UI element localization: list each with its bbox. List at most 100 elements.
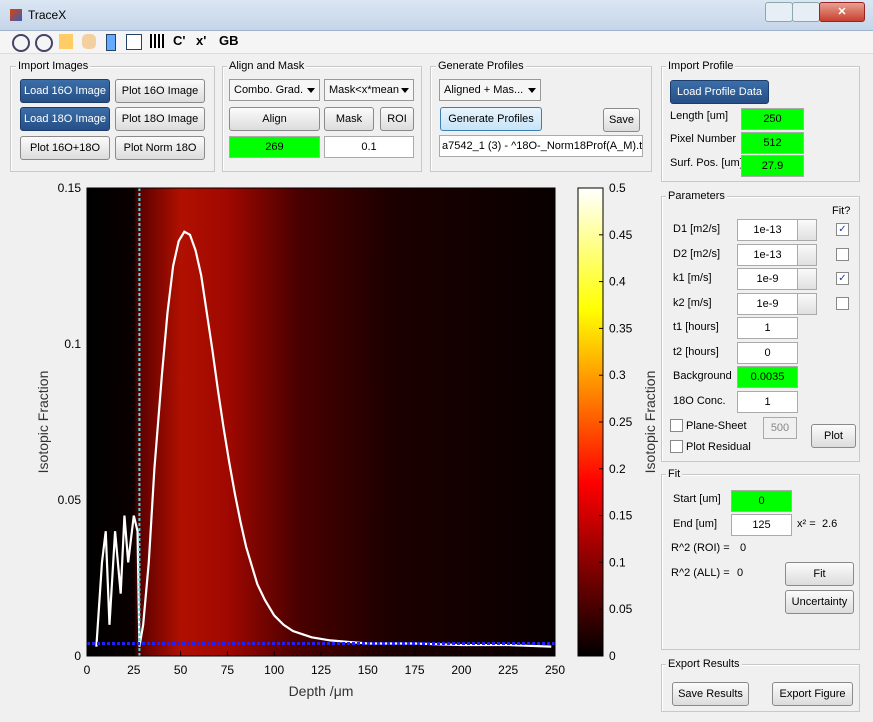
button[interactable]: Load 16O Image <box>20 79 110 103</box>
colorbar-label: Isotopic Fraction <box>642 371 658 474</box>
button[interactable]: Load 18O Image <box>20 107 110 131</box>
button[interactable]: Save <box>603 108 640 132</box>
toolbar-label[interactable]: GB <box>219 33 239 48</box>
label: R^2 (ALL) = <box>671 567 730 579</box>
spinner[interactable] <box>797 244 817 266</box>
label: R^2 (ROI) = <box>671 542 730 554</box>
maximize[interactable] <box>792 2 820 22</box>
spinner[interactable] <box>797 268 817 290</box>
label: Pixel Number <box>670 133 736 145</box>
panel-title: Align and Mask <box>227 60 306 72</box>
x-tick-label: 0 <box>84 663 91 677</box>
field[interactable]: 27.9 <box>741 155 804 177</box>
label: End [um] <box>673 518 717 530</box>
field[interactable]: a7542_1 (3) - ^18O-_Norm18Prof(A_M).t <box>439 135 643 157</box>
x-tick-label: 75 <box>221 663 235 677</box>
panel-title: Import Images <box>16 60 90 72</box>
field[interactable]: 1e-9 <box>737 293 798 315</box>
button[interactable]: ROI <box>380 107 414 131</box>
dropdown[interactable]: Mask<x*mean <box>324 79 414 101</box>
button[interactable]: Plot 16O+18O <box>20 136 110 160</box>
button[interactable]: Plot 16O Image <box>115 79 205 103</box>
x-tick-label: 150 <box>358 663 378 677</box>
colorbar-tick-label: 0.35 <box>609 321 633 335</box>
close[interactable]: ✕ <box>819 2 865 22</box>
x-tick-label: 250 <box>545 663 565 677</box>
field[interactable]: 269 <box>229 136 320 158</box>
colorbar-tool[interactable] <box>106 34 116 51</box>
button[interactable]: Plot Norm 18O <box>115 136 205 160</box>
colorbar-tick-label: 0 <box>609 649 616 663</box>
grid-tool[interactable] <box>150 34 164 48</box>
toolbar-label[interactable]: C' <box>173 33 185 48</box>
button[interactable]: Uncertainty <box>785 590 854 614</box>
field[interactable]: 1e-13 <box>737 219 798 241</box>
label: 18O Conc. <box>673 395 726 407</box>
y-tick-label: 0 <box>74 649 81 663</box>
button[interactable]: Plot <box>811 424 856 448</box>
colorbar-tick-label: 0.5 <box>609 181 626 195</box>
field[interactable]: 0.0035 <box>737 366 798 388</box>
checkbox[interactable] <box>670 419 683 432</box>
label: D1 [m2/s] <box>673 223 720 235</box>
x-tick-label: 225 <box>498 663 518 677</box>
label: k1 [m/s] <box>673 272 712 284</box>
zoom-out[interactable] <box>35 34 53 52</box>
field[interactable]: 1e-13 <box>737 244 798 266</box>
checkbox[interactable]: ✓ <box>836 223 849 236</box>
title-bar <box>0 0 873 31</box>
y-tick-label: 0.1 <box>64 337 81 351</box>
field[interactable]: 0 <box>737 342 798 364</box>
button[interactable]: Generate Profiles <box>440 107 542 131</box>
dropdown[interactable]: Aligned + Mas... <box>439 79 541 101</box>
window-title: TraceX <box>28 8 66 22</box>
field[interactable]: 0.1 <box>324 136 414 158</box>
zoom-in[interactable] <box>12 34 30 52</box>
spinner[interactable] <box>797 293 817 315</box>
x-tick-label: 125 <box>311 663 331 677</box>
field[interactable]: 125 <box>731 514 792 536</box>
checkbox[interactable] <box>836 297 849 310</box>
checkbox[interactable]: ✓ <box>836 272 849 285</box>
spinner[interactable] <box>797 219 817 241</box>
app-icon <box>10 9 22 21</box>
field[interactable]: 1 <box>737 317 798 339</box>
y-tick-label: 0.15 <box>58 181 82 195</box>
button[interactable]: Export Figure <box>772 682 853 706</box>
colorbar-tick-label: 0.25 <box>609 415 633 429</box>
colorbar-tick-label: 0.05 <box>609 602 633 616</box>
button[interactable]: Save Results <box>672 682 749 706</box>
label: t1 [hours] <box>673 321 719 333</box>
label: x² = <box>797 518 816 530</box>
dropdown[interactable]: Combo. Grad. <box>229 79 320 101</box>
pan[interactable] <box>82 34 96 49</box>
label: t2 [hours] <box>673 346 719 358</box>
field[interactable]: 250 <box>741 108 804 130</box>
colorbar-tick-label: 0.15 <box>609 509 633 523</box>
button[interactable]: Fit <box>785 562 854 586</box>
button[interactable]: Load Profile Data <box>670 80 769 104</box>
legend-tool[interactable] <box>126 34 142 50</box>
label: Surf. Pos. [um] <box>670 157 743 169</box>
label: Background <box>673 370 732 382</box>
data-cursor[interactable] <box>59 34 73 49</box>
panel-title: Import Profile <box>666 60 735 72</box>
button[interactable]: Mask <box>324 107 374 131</box>
label: Plane-Sheet <box>686 420 747 432</box>
field[interactable]: 1e-9 <box>737 268 798 290</box>
field[interactable]: 1 <box>737 391 798 413</box>
field[interactable]: 512 <box>741 132 804 154</box>
colorbar-tick-label: 0.4 <box>609 275 626 289</box>
label: Fit? <box>832 205 850 217</box>
checkbox[interactable] <box>836 248 849 261</box>
button[interactable]: Align <box>229 107 320 131</box>
x-tick-label: 175 <box>405 663 425 677</box>
button[interactable]: Plot 18O Image <box>115 107 205 131</box>
checkbox[interactable] <box>670 440 683 453</box>
colorbar-tick-label: 0.3 <box>609 368 626 382</box>
colorbar-tick-label: 0.1 <box>609 555 626 569</box>
toolbar-label[interactable]: x' <box>196 33 206 48</box>
minimize[interactable] <box>765 2 793 22</box>
field[interactable]: 0 <box>731 490 792 512</box>
